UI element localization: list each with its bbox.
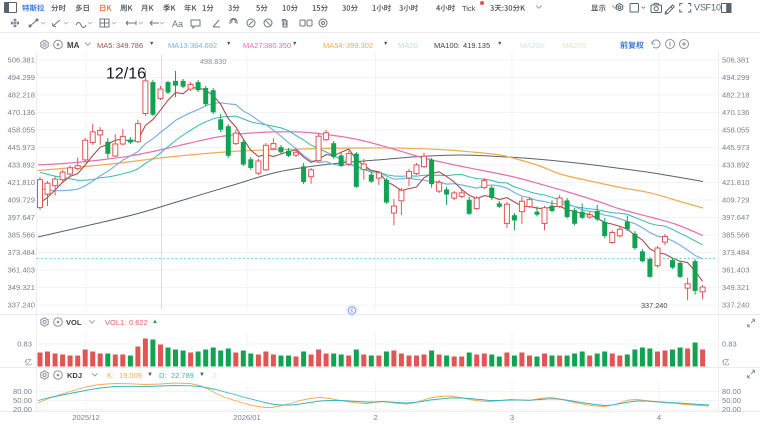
svg-text:506.381: 506.381	[8, 56, 35, 65]
svg-text:337.240: 337.240	[8, 301, 35, 310]
svg-text:470.136: 470.136	[722, 108, 749, 117]
svg-text:421.810: 421.810	[722, 178, 749, 187]
svg-text:337.240: 337.240	[722, 301, 749, 310]
svg-text:373.484: 373.484	[8, 248, 35, 257]
svg-text:337.240: 337.240	[641, 301, 667, 310]
svg-text:4: 4	[657, 413, 661, 422]
svg-text:498.830: 498.830	[200, 57, 226, 66]
svg-text:2026/01: 2026/01	[233, 413, 260, 422]
svg-text:494.299: 494.299	[8, 73, 35, 82]
svg-text:0.83: 0.83	[722, 340, 737, 349]
svg-text:50.00: 50.00	[13, 396, 32, 405]
svg-text:VS: VS	[694, 3, 706, 13]
svg-text:80.00: 80.00	[13, 387, 32, 396]
svg-text:0.83: 0.83	[17, 340, 32, 349]
svg-text:433.892: 433.892	[8, 161, 35, 170]
svg-text:2025/12: 2025/12	[72, 413, 99, 422]
svg-text:421.810: 421.810	[8, 178, 35, 187]
svg-text:80.00: 80.00	[722, 387, 741, 396]
svg-text:458.055: 458.055	[8, 126, 35, 135]
svg-text:Aa: Aa	[172, 19, 183, 29]
svg-text:494.299: 494.299	[722, 73, 749, 82]
svg-text:349.321: 349.321	[722, 283, 749, 292]
svg-text:F10: F10	[706, 3, 722, 13]
svg-text:409.729: 409.729	[722, 196, 749, 205]
svg-text:361.403: 361.403	[8, 266, 35, 275]
svg-text:470.136: 470.136	[8, 108, 35, 117]
svg-text:K: K	[350, 309, 354, 315]
svg-text:373.484: 373.484	[722, 248, 749, 257]
svg-text:482.218: 482.218	[722, 91, 749, 100]
svg-text:349.321: 349.321	[8, 283, 35, 292]
svg-text:445.973: 445.973	[722, 143, 749, 152]
svg-text:397.647: 397.647	[8, 213, 35, 222]
svg-text:385.566: 385.566	[722, 231, 749, 240]
svg-text:361.403: 361.403	[722, 266, 749, 275]
svg-text:20.00: 20.00	[722, 405, 741, 414]
svg-text:12/16: 12/16	[106, 66, 146, 83]
svg-text:433.892: 433.892	[722, 161, 749, 170]
svg-text:20.00: 20.00	[13, 405, 32, 414]
svg-text:397.647: 397.647	[722, 213, 749, 222]
svg-text:506.381: 506.381	[722, 56, 749, 65]
svg-text:50.00: 50.00	[722, 396, 741, 405]
svg-text:385.566: 385.566	[8, 231, 35, 240]
svg-text:445.973: 445.973	[8, 143, 35, 152]
svg-text:458.055: 458.055	[722, 126, 749, 135]
svg-text:409.729: 409.729	[8, 196, 35, 205]
svg-text:2: 2	[373, 413, 377, 422]
svg-text:3: 3	[510, 413, 514, 422]
svg-text:482.218: 482.218	[8, 91, 35, 100]
